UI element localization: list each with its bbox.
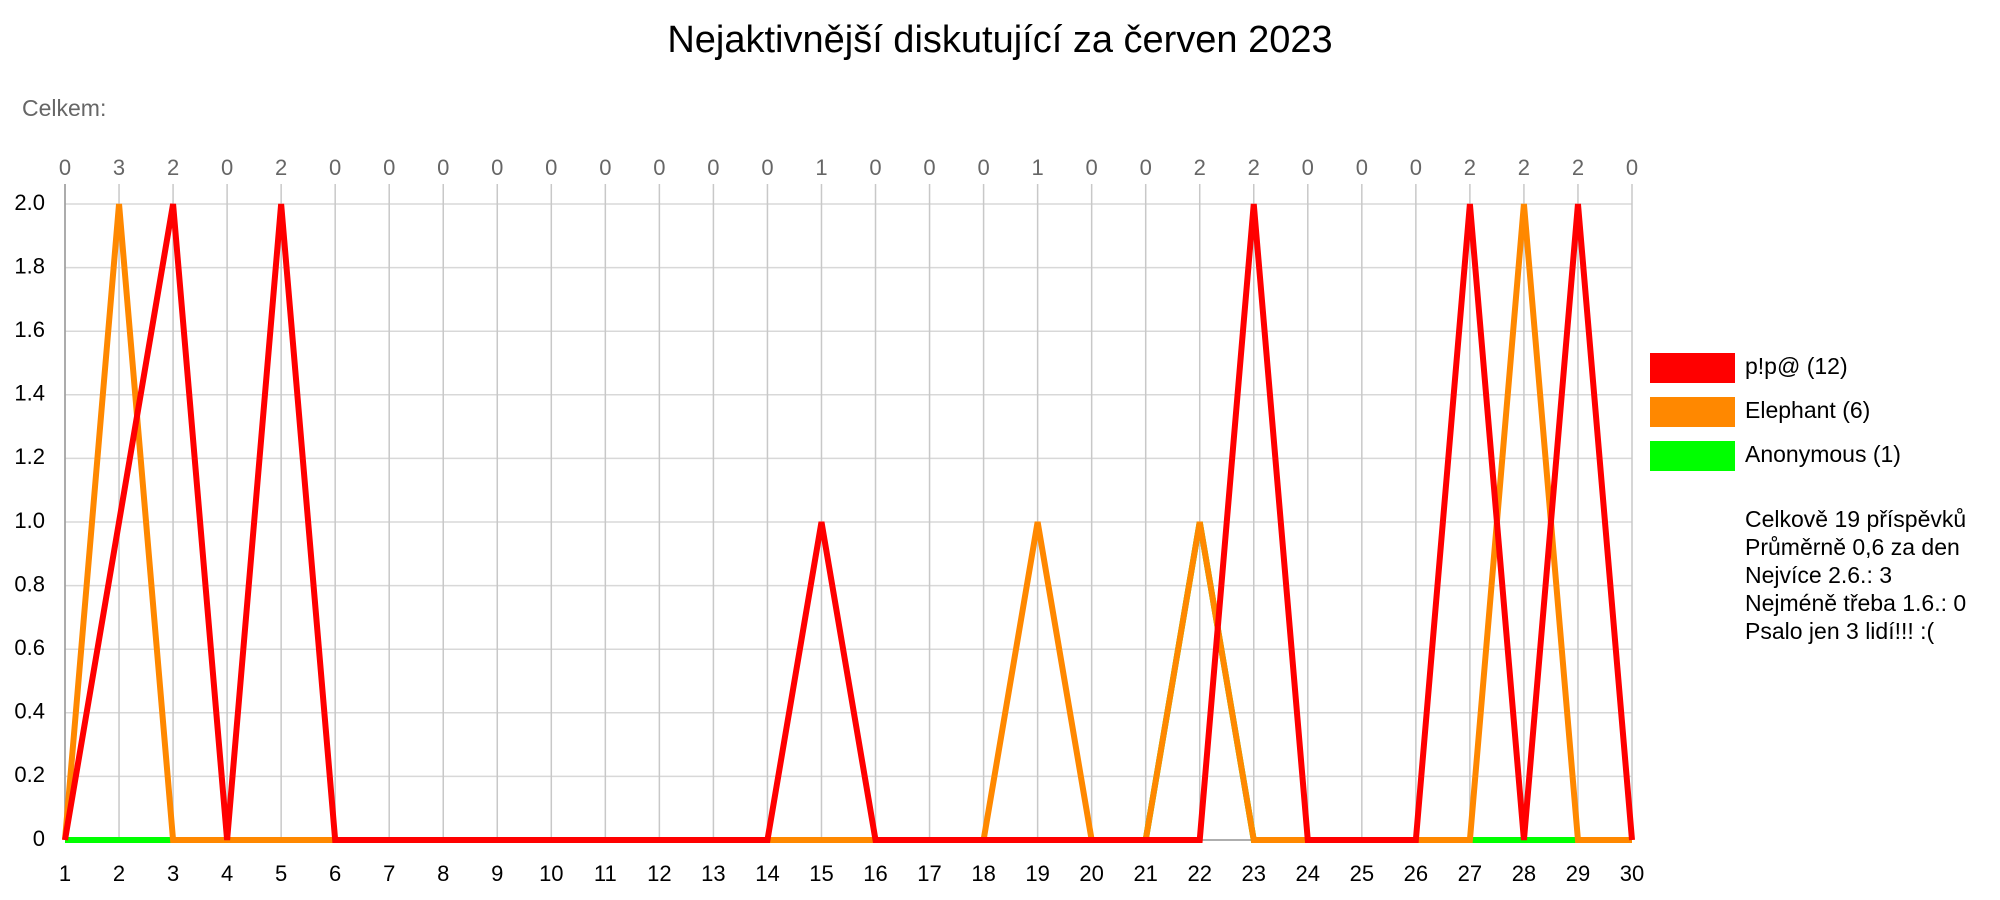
- x-tick-label: 10: [539, 861, 563, 886]
- y-tick-label: 0.2: [14, 762, 45, 787]
- legend-swatch: [1650, 441, 1735, 471]
- chart-title: Nejaktivnější diskutující za červen 2023: [667, 19, 1332, 61]
- y-tick-label: 1.4: [14, 381, 45, 406]
- y-tick-label: 0.8: [14, 571, 45, 596]
- x-tick-label: 29: [1566, 861, 1590, 886]
- x-tick-label: 15: [809, 861, 833, 886]
- total-label: 0: [221, 155, 233, 180]
- x-tick-label: 23: [1242, 861, 1266, 886]
- x-tick-label: 20: [1079, 861, 1103, 886]
- total-label: 0: [491, 155, 503, 180]
- total-label: 0: [869, 155, 881, 180]
- x-tick-label: 14: [755, 861, 779, 886]
- y-tick-label: 2.0: [14, 190, 45, 215]
- legend-label: Anonymous (1): [1745, 441, 1901, 467]
- total-label: 2: [275, 155, 287, 180]
- x-tick-label: 24: [1296, 861, 1320, 886]
- total-label: 2: [1248, 155, 1260, 180]
- x-tick-label: 6: [329, 861, 341, 886]
- x-tick-label: 19: [1025, 861, 1049, 886]
- legend-swatch: [1650, 397, 1735, 427]
- total-label: 2: [167, 155, 179, 180]
- y-tick-label: 1.2: [14, 444, 45, 469]
- total-label: 0: [1086, 155, 1098, 180]
- x-tick-label: 1: [59, 861, 71, 886]
- y-tick-label: 1.8: [14, 253, 45, 278]
- total-label: 0: [653, 155, 665, 180]
- total-label: 0: [977, 155, 989, 180]
- total-label: 2: [1572, 155, 1584, 180]
- total-label: 0: [1140, 155, 1152, 180]
- legend-label: p!p@ (12): [1745, 353, 1848, 379]
- stats-line: Nejméně třeba 1.6.: 0: [1745, 590, 1966, 616]
- x-tick-label: 12: [647, 861, 671, 886]
- total-label: 0: [59, 155, 71, 180]
- total-label: 0: [1302, 155, 1314, 180]
- x-tick-label: 16: [863, 861, 887, 886]
- x-tick-label: 30: [1620, 861, 1644, 886]
- total-label: 0: [707, 155, 719, 180]
- total-label: 0: [1356, 155, 1368, 180]
- x-tick-label: 3: [167, 861, 179, 886]
- x-tick-label: 22: [1187, 861, 1211, 886]
- total-label: 0: [383, 155, 395, 180]
- stats-line: Průměrně 0,6 za den: [1745, 534, 1960, 560]
- total-label: 1: [815, 155, 827, 180]
- x-tick-label: 13: [701, 861, 725, 886]
- y-tick-label: 0.4: [14, 699, 45, 724]
- legend-swatch: [1650, 353, 1735, 383]
- y-tick-label: 1.0: [14, 508, 45, 533]
- series-line: [62, 203, 1635, 843]
- total-label: 0: [923, 155, 935, 180]
- x-tick-label: 9: [491, 861, 503, 886]
- subtitle: Celkem:: [22, 95, 106, 121]
- x-tick-label: 11: [594, 861, 617, 886]
- legend-label: Elephant (6): [1745, 397, 1870, 423]
- total-label: 0: [329, 155, 341, 180]
- stats-line: Nejvíce 2.6.: 3: [1745, 562, 1892, 588]
- total-label: 0: [761, 155, 773, 180]
- x-tick-label: 25: [1350, 861, 1374, 886]
- stats-line: Psalo jen 3 lidí!!! :(: [1745, 618, 1935, 644]
- x-tick-label: 27: [1458, 861, 1482, 886]
- total-label: 0: [545, 155, 557, 180]
- x-tick-label: 2: [113, 861, 125, 886]
- y-tick-label: 0: [33, 826, 45, 851]
- total-label: 0: [437, 155, 449, 180]
- x-tick-label: 28: [1512, 861, 1536, 886]
- x-tick-label: 4: [221, 861, 233, 886]
- total-label: 2: [1464, 155, 1476, 180]
- y-tick-label: 1.6: [14, 317, 45, 342]
- total-label: 1: [1031, 155, 1043, 180]
- x-tick-label: 17: [917, 861, 941, 886]
- x-tick-label: 5: [275, 861, 287, 886]
- total-label: 0: [1626, 155, 1638, 180]
- x-tick-label: 18: [971, 861, 995, 886]
- total-label: 0: [1410, 155, 1422, 180]
- total-label: 2: [1194, 155, 1206, 180]
- total-label: 0: [599, 155, 611, 180]
- x-tick-label: 7: [383, 861, 395, 886]
- total-label: 3: [113, 155, 125, 180]
- x-tick-label: 21: [1133, 861, 1157, 886]
- stats-line: Celkově 19 příspěvků: [1745, 506, 1966, 532]
- x-tick-label: 26: [1404, 861, 1428, 886]
- y-tick-label: 0.6: [14, 635, 45, 660]
- x-tick-label: 8: [437, 861, 449, 886]
- total-label: 2: [1518, 155, 1530, 180]
